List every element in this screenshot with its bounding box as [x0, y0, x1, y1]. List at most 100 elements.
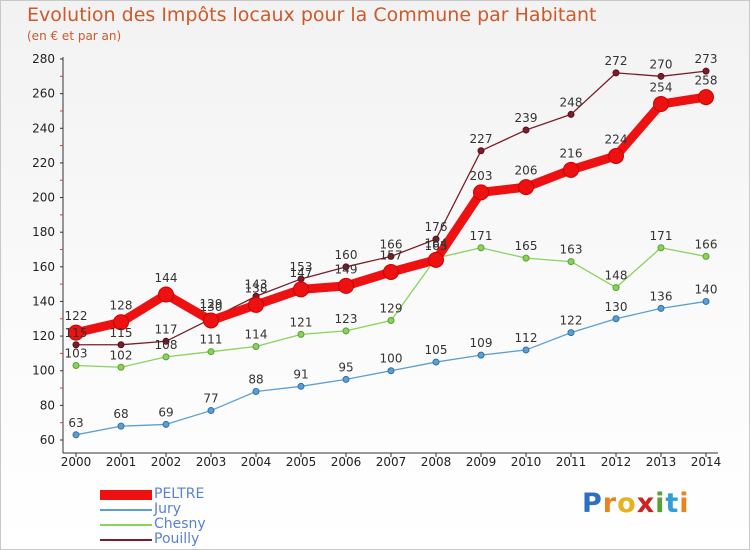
data-point-chesny: [162, 353, 170, 361]
data-point-pouilly: [387, 252, 395, 260]
data-label-jury: 100: [380, 352, 403, 366]
data-label-pouilly: 130: [200, 300, 223, 314]
data-point-jury: [567, 329, 575, 337]
data-label-peltre: 164: [425, 236, 448, 250]
data-label-peltre: 128: [110, 299, 133, 313]
data-point-pouilly: [477, 147, 485, 155]
x-tick-label: 2009: [466, 455, 497, 469]
data-label-jury: 140: [695, 282, 718, 296]
data-label-chesny: 171: [470, 229, 493, 243]
proxiti-logo: Proxiti: [582, 488, 690, 519]
data-label-peltre: 157: [380, 249, 403, 263]
data-label-chesny: 163: [560, 243, 583, 257]
data-point-chesny: [657, 244, 665, 252]
y-tick-label: 100: [32, 364, 55, 378]
data-point-chesny: [207, 348, 215, 356]
x-tick-label: 2002: [151, 455, 182, 469]
data-label-pouilly: 115: [110, 326, 133, 340]
data-point-jury: [207, 407, 215, 415]
data-point-peltre: [698, 89, 714, 106]
x-tick-label: 2013: [646, 455, 677, 469]
data-label-jury: 136: [650, 289, 673, 303]
data-label-chesny: 102: [110, 348, 133, 362]
data-point-pouilly: [162, 337, 170, 345]
data-point-peltre: [473, 184, 489, 201]
x-tick-label: 2010: [511, 455, 542, 469]
data-point-jury: [252, 388, 260, 396]
data-point-pouilly: [342, 263, 350, 271]
data-label-jury: 69: [158, 405, 173, 419]
data-label-jury: 95: [338, 360, 353, 374]
x-tick-label: 2011: [556, 455, 587, 469]
data-label-chesny: 165: [425, 239, 448, 253]
x-tick-label: 2007: [376, 455, 407, 469]
logo-letter: t: [665, 488, 680, 519]
data-label-chesny: 121: [290, 315, 313, 329]
data-point-jury: [387, 367, 395, 375]
data-label-peltre: 129: [200, 297, 223, 311]
legend-label-jury: Jury: [154, 501, 182, 517]
data-label-jury: 122: [560, 314, 583, 328]
data-point-peltre: [113, 314, 129, 331]
x-tick-label: 2001: [106, 455, 137, 469]
data-point-chesny: [612, 284, 620, 292]
legend-label-peltre: PELTRE: [154, 486, 205, 502]
data-label-jury: 88: [248, 373, 263, 387]
data-point-peltre: [248, 296, 264, 313]
data-label-peltre: 122: [65, 309, 88, 323]
data-label-jury: 91: [293, 367, 308, 381]
data-label-chesny: 114: [245, 327, 268, 341]
data-label-chesny: 111: [200, 333, 223, 347]
data-point-pouilly: [702, 67, 710, 75]
data-label-peltre: 258: [695, 74, 718, 88]
data-point-jury: [117, 422, 125, 430]
data-point-chesny: [342, 327, 350, 335]
x-tick-label: 2004: [241, 455, 272, 469]
x-tick-label: 2003: [196, 455, 227, 469]
data-point-chesny: [522, 254, 530, 262]
chart-subtitle: (en € et par an): [27, 29, 122, 43]
legend-swatch-jury: [100, 509, 152, 511]
x-tick-label: 2006: [331, 455, 362, 469]
chart-axes: 60 80 100 120 140 160 180 200 220 240 260 280 2000 20…: [32, 52, 721, 469]
legend-swatch-peltre: [100, 490, 152, 500]
data-point-chesny: [252, 342, 260, 350]
data-label-peltre: 224: [605, 132, 628, 146]
data-label-peltre: 138: [245, 281, 268, 295]
data-point-chesny: [72, 362, 80, 370]
data-label-chesny: 103: [65, 347, 88, 361]
data-label-pouilly: 270: [650, 57, 673, 71]
y-tick-label: 80: [40, 398, 55, 412]
data-point-pouilly: [657, 72, 665, 80]
data-point-jury: [702, 297, 710, 305]
x-tick-label: 2008: [421, 455, 452, 469]
chart-title: Evolution des Impôts locaux pour la Comm…: [27, 4, 597, 26]
data-label-pouilly: 239: [515, 111, 538, 125]
logo-letter: i: [655, 488, 666, 519]
data-point-peltre: [653, 96, 669, 113]
data-point-jury: [477, 351, 485, 359]
data-label-jury: 63: [68, 416, 83, 430]
data-label-pouilly: 273: [695, 52, 718, 66]
x-tick-label: 2014: [691, 455, 722, 469]
legend-swatch-pouilly: [100, 539, 152, 541]
data-label-peltre: 206: [515, 164, 538, 178]
logo-letter: x: [636, 488, 656, 519]
x-tick-label: 2005: [286, 455, 317, 469]
data-label-pouilly: 143: [245, 277, 268, 291]
data-label-pouilly: 272: [605, 54, 628, 68]
legend-label-chesny: Chesny: [154, 516, 206, 532]
data-point-peltre: [608, 147, 624, 164]
data-point-peltre: [158, 286, 174, 303]
x-tick-label: 2012: [601, 455, 632, 469]
data-label-pouilly: 248: [560, 95, 583, 109]
data-point-jury: [657, 304, 665, 312]
data-point-jury: [72, 431, 80, 439]
data-label-jury: 105: [425, 343, 448, 357]
y-tick-label: 160: [32, 260, 55, 274]
data-point-jury: [162, 420, 170, 428]
data-point-peltre: [383, 264, 399, 281]
data-point-chesny: [117, 363, 125, 371]
data-label-chesny: 123: [335, 312, 358, 326]
